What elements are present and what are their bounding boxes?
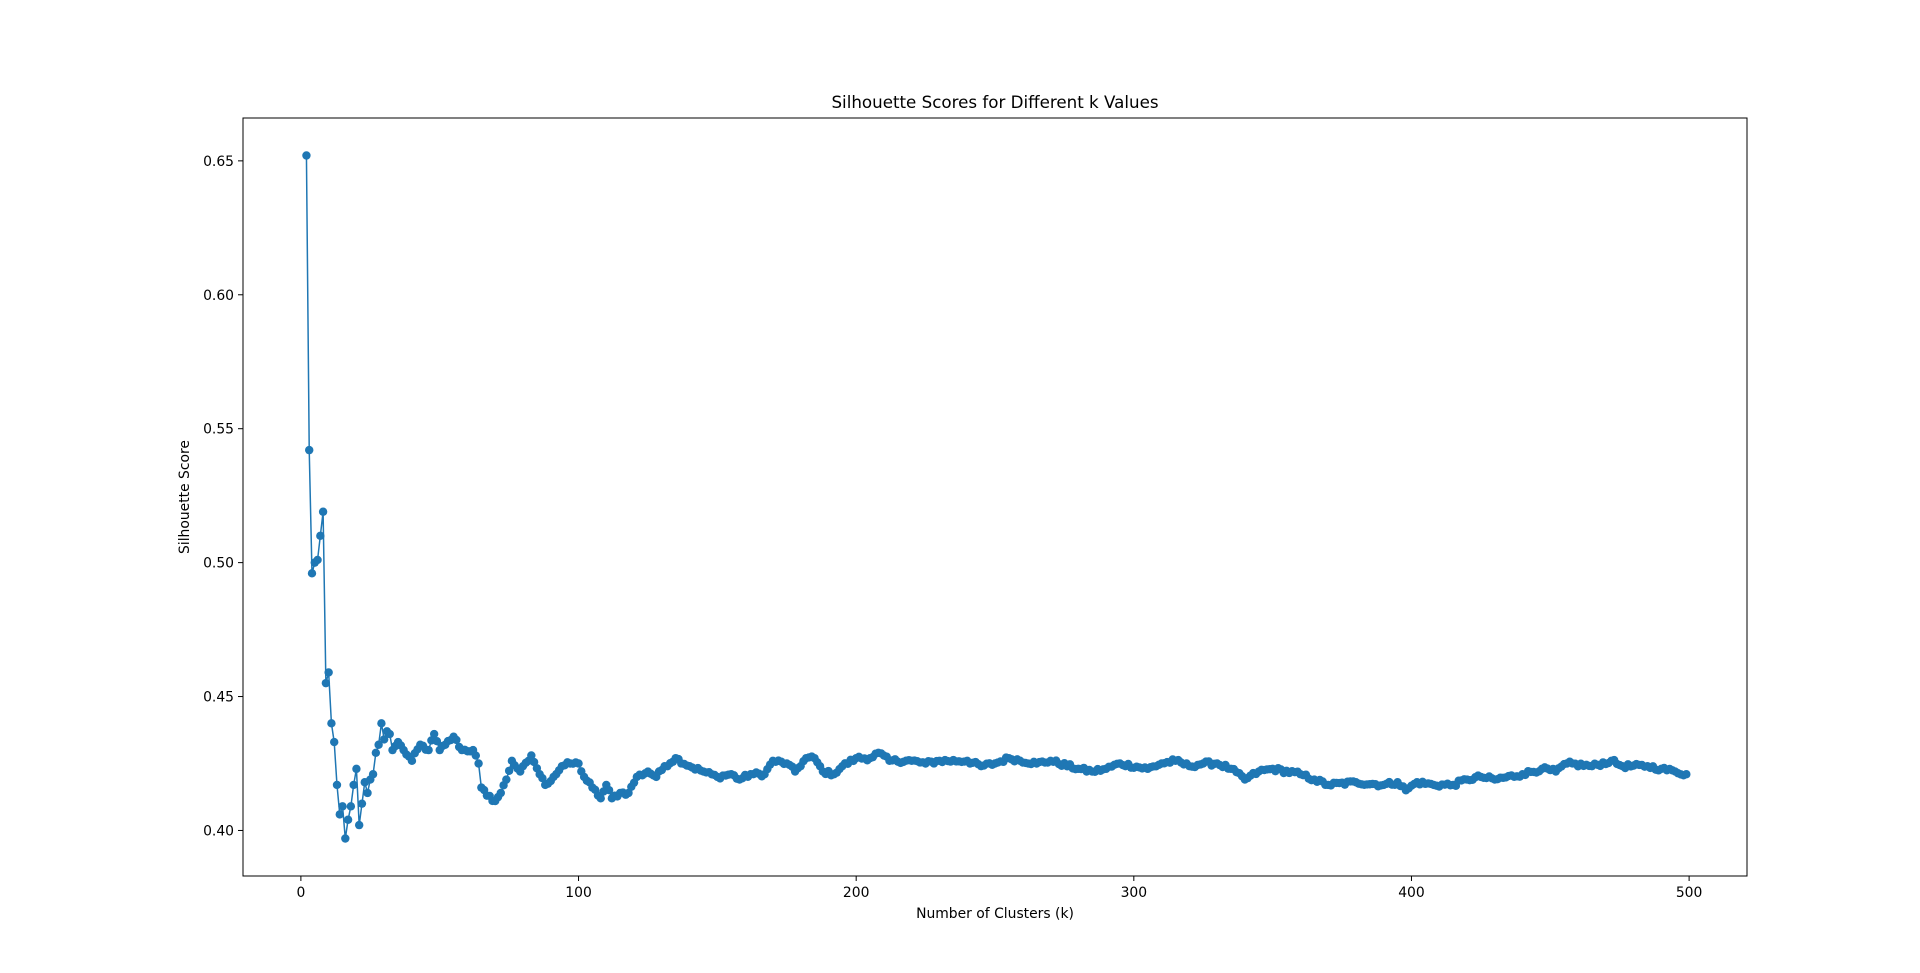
data-point xyxy=(538,774,547,783)
data-point xyxy=(332,780,342,790)
data-point xyxy=(330,737,339,747)
y-tick-label: 0.50 xyxy=(203,556,234,572)
data-point xyxy=(374,740,383,749)
data-point xyxy=(574,759,583,768)
data-point xyxy=(407,756,417,766)
y-axis-label: Silhouette Score xyxy=(177,440,193,554)
y-tick-label: 0.45 xyxy=(203,690,234,706)
data-point xyxy=(596,794,605,803)
data-point xyxy=(352,764,361,774)
x-axis: 0 100 200 300 400 500 xyxy=(296,876,1702,901)
data-point xyxy=(385,729,394,739)
data-point xyxy=(496,788,505,798)
data-point xyxy=(324,668,333,677)
chart-title: Silhouette Scores for Different k Values xyxy=(831,92,1158,112)
data-point xyxy=(432,736,442,746)
data-point xyxy=(335,810,344,819)
y-tick-label: 0.65 xyxy=(203,154,234,170)
data-point xyxy=(604,785,614,795)
data-point xyxy=(504,766,514,775)
data-point xyxy=(327,719,336,728)
data-point xyxy=(357,799,367,808)
data-point xyxy=(343,815,353,824)
data-point xyxy=(424,745,433,755)
data-point xyxy=(474,759,483,768)
data-point xyxy=(305,445,314,455)
x-axis-label: Number of Clusters (k) xyxy=(916,906,1074,922)
data-point xyxy=(471,751,480,760)
data-point xyxy=(349,780,358,790)
data-point xyxy=(321,678,331,688)
data-point xyxy=(379,735,389,744)
data-point xyxy=(302,151,311,160)
data-point xyxy=(338,802,347,811)
x-tick-label: 500 xyxy=(1676,885,1703,901)
y-tick-label: 0.40 xyxy=(203,823,234,839)
x-tick-label: 400 xyxy=(1398,885,1425,901)
data-point xyxy=(318,507,328,516)
plot-area xyxy=(243,118,1747,876)
data-point xyxy=(313,555,322,565)
data-point xyxy=(502,775,511,784)
data-point xyxy=(527,751,536,760)
silhouette-series-points xyxy=(302,151,1691,843)
x-tick-label: 0 xyxy=(296,885,305,901)
data-point xyxy=(377,719,386,728)
data-point xyxy=(354,820,364,830)
y-tick-label: 0.55 xyxy=(203,422,234,438)
data-point xyxy=(363,788,372,798)
data-point xyxy=(368,770,378,779)
x-tick-label: 100 xyxy=(565,885,592,901)
data-point xyxy=(452,735,461,745)
plot-frame xyxy=(242,117,1748,877)
x-tick-label: 300 xyxy=(1121,885,1148,901)
data-point xyxy=(316,531,325,541)
y-axis: 0.40 0.45 0.50 0.55 0.60 0.65 xyxy=(203,154,243,839)
data-point xyxy=(341,834,350,843)
y-tick-label: 0.60 xyxy=(203,288,234,304)
data-point xyxy=(346,802,356,811)
data-point xyxy=(307,569,317,578)
x-tick-label: 200 xyxy=(843,885,870,901)
data-point xyxy=(371,748,381,757)
data-point xyxy=(429,729,439,739)
data-point xyxy=(1682,770,1691,779)
